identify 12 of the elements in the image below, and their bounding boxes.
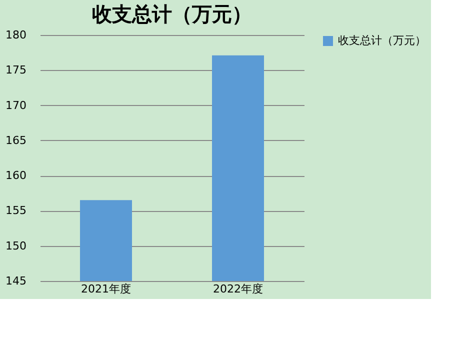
y-tick-label: 180 xyxy=(6,28,26,42)
y-tick-label: 145 xyxy=(6,274,26,288)
legend-label: 收支总计（万元） xyxy=(338,34,426,47)
y-tick-label: 150 xyxy=(6,239,26,252)
x-tick-label: 2022年度 xyxy=(213,282,263,296)
y-tick-label: 155 xyxy=(6,204,26,218)
chart-title: 收支总计（万元） xyxy=(92,2,252,26)
y-tick-label: 165 xyxy=(6,134,26,147)
y-tick-label: 160 xyxy=(6,169,26,182)
y-tick-label: 175 xyxy=(6,64,26,77)
y-tick-label: 170 xyxy=(6,98,26,112)
x-tick-label: 2021年度 xyxy=(81,282,131,296)
